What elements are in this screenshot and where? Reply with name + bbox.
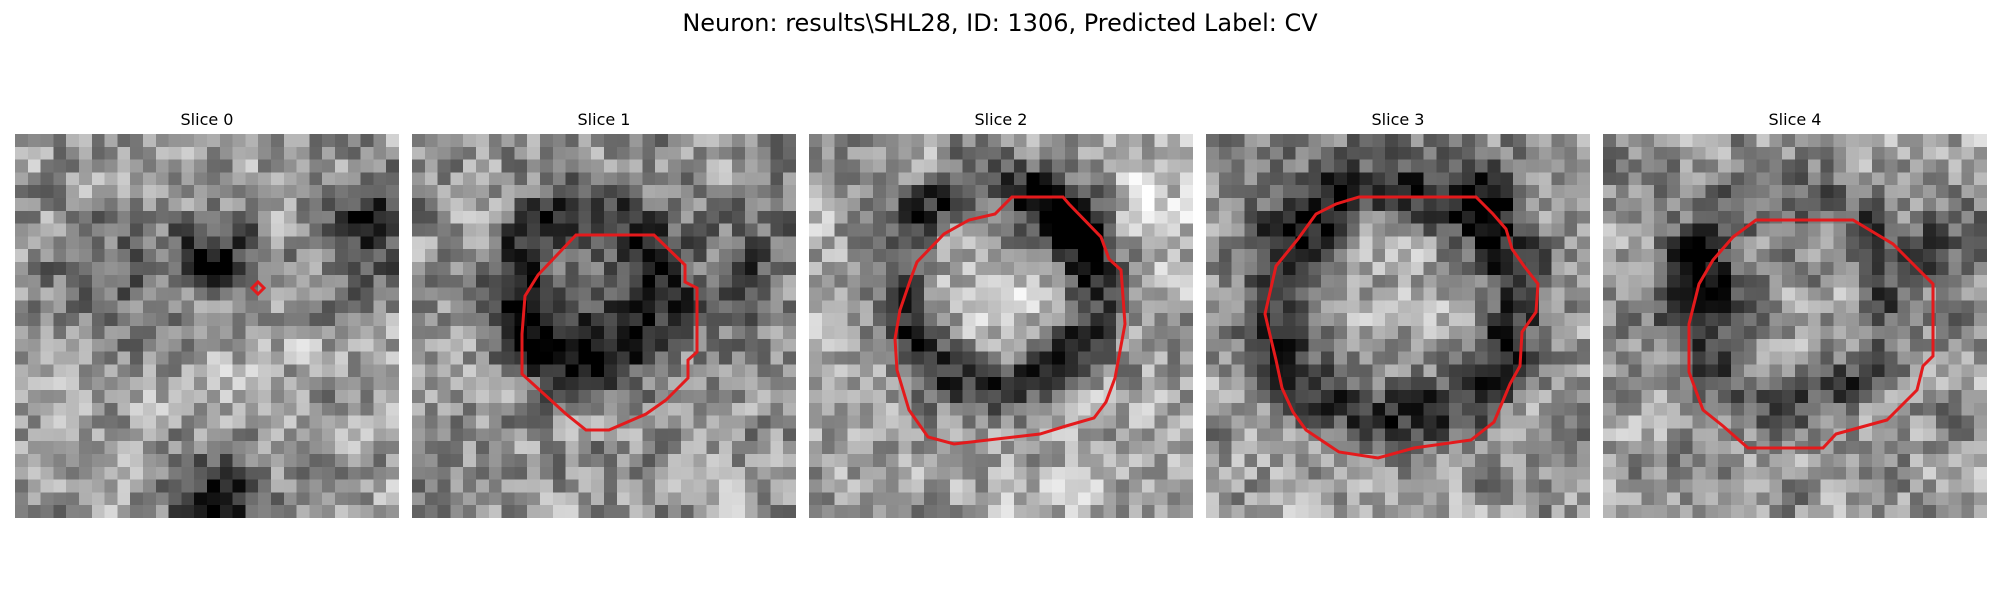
roi-contour-2 [893, 195, 1127, 446]
slice-title-1: Slice 1 [577, 110, 631, 129]
slice-contour-overlay-4 [1687, 218, 1935, 450]
slice-image-1 [412, 134, 796, 518]
roi-contour-1 [520, 233, 699, 432]
slice-image-wrap-1 [412, 134, 796, 518]
slice-contour-overlay-0 [249, 279, 267, 297]
slice-image-wrap-2 [809, 134, 1193, 518]
slice-image-2 [809, 134, 1193, 518]
slice-image-wrap-3 [1206, 134, 1590, 518]
figure-title: Neuron: results\SHL28, ID: 1306, Predict… [682, 9, 1318, 37]
roi-contour-4 [1687, 218, 1935, 450]
slice-image-wrap-0 [15, 134, 399, 518]
slice-title-3: Slice 3 [1371, 110, 1425, 129]
slice-image-0 [15, 134, 399, 518]
roi-contour-0 [249, 279, 267, 297]
slice-title-4: Slice 4 [1768, 110, 1822, 129]
slice-panel-4: Slice 4 [1603, 108, 1987, 518]
slice-panel-0: Slice 0 [15, 108, 399, 518]
slice-panel-3: Slice 3 [1206, 108, 1590, 518]
roi-contour-3 [1263, 195, 1540, 460]
slice-contour-overlay-2 [893, 195, 1127, 446]
slice-contour-overlay-3 [1263, 195, 1540, 460]
slice-image-wrap-4 [1603, 134, 1987, 518]
slice-panel-1: Slice 1 [412, 108, 796, 518]
slice-title-0: Slice 0 [180, 110, 234, 129]
slice-panel-2: Slice 2 [809, 108, 1193, 518]
slice-contour-overlay-1 [520, 233, 699, 432]
slice-image-4 [1603, 134, 1987, 518]
slice-title-2: Slice 2 [974, 110, 1028, 129]
